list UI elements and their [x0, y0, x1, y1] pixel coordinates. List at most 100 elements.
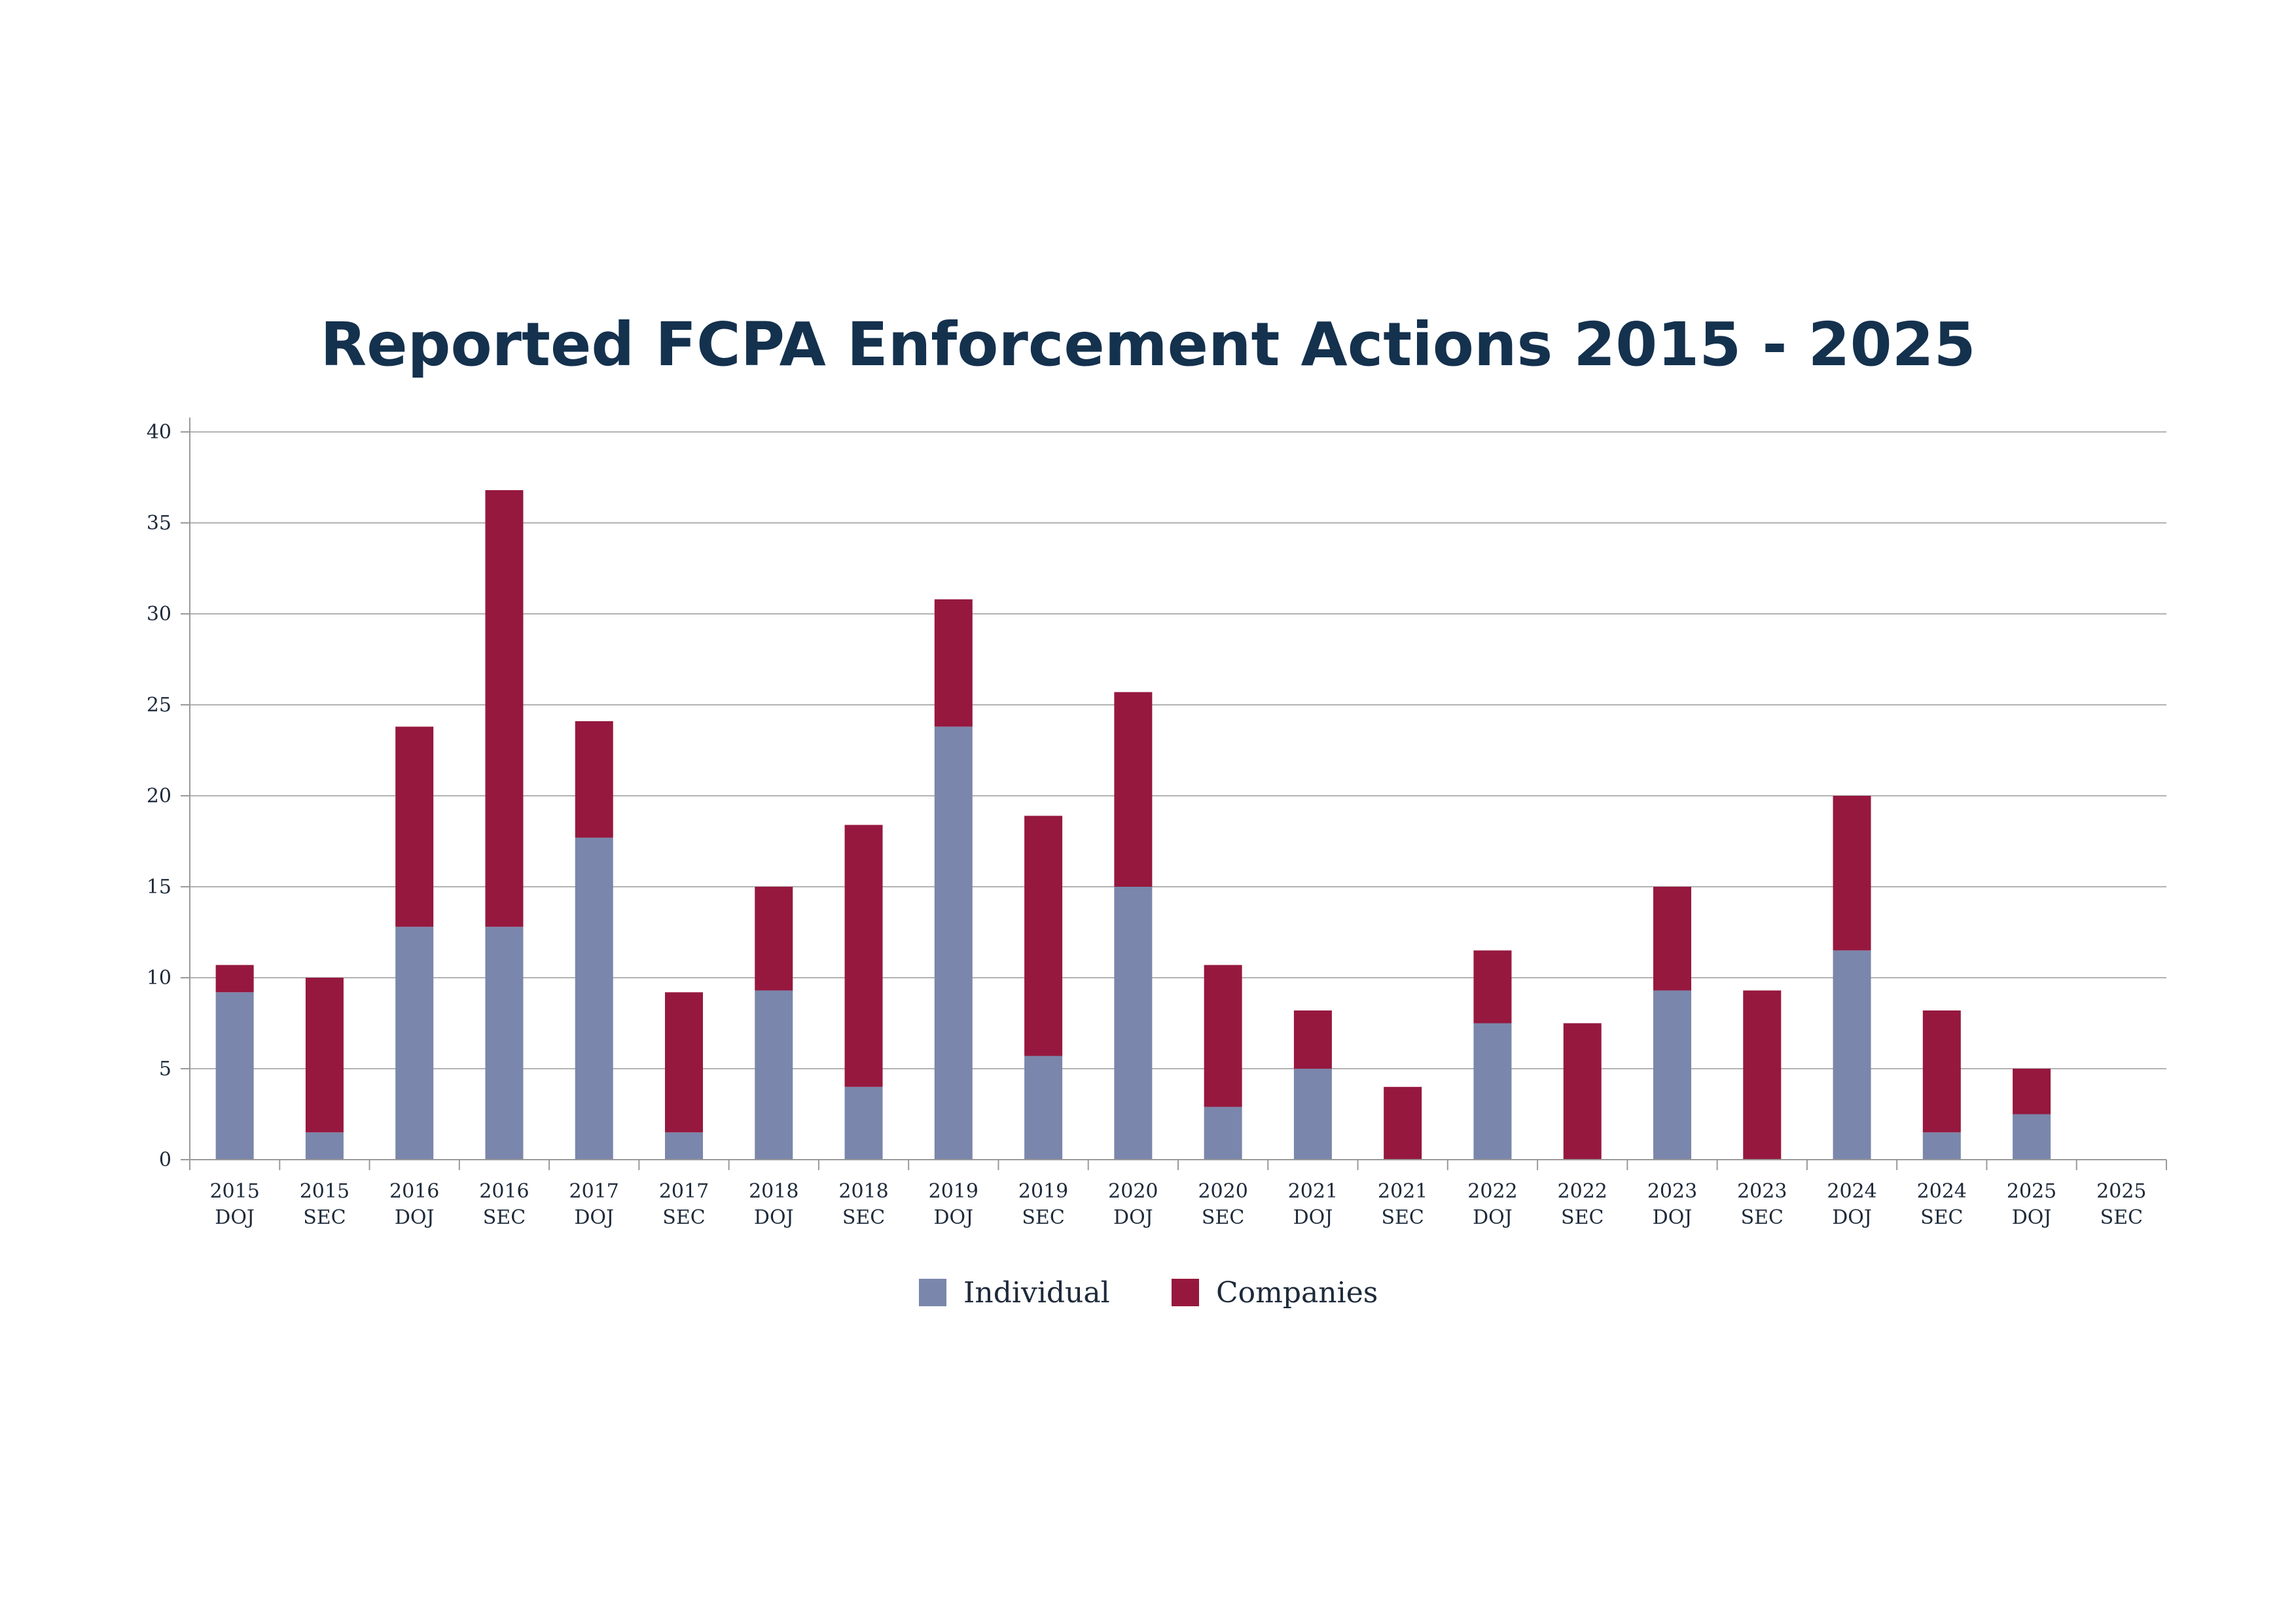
x-tick-label-year: 2015	[209, 1180, 259, 1203]
legend-label-companies: Companies	[1216, 1276, 1378, 1310]
x-tick-label-agency: SEC	[303, 1206, 346, 1229]
x-tick-label-agency: DOJ	[933, 1206, 973, 1229]
x-tick-label-year: 2016	[479, 1180, 529, 1203]
x-tick-label-agency: SEC	[1381, 1206, 1424, 1229]
x-tick-label-agency: SEC	[1561, 1206, 1604, 1229]
bar-individual-2024-doj	[1833, 950, 1871, 1160]
x-tick-label-year: 2016	[389, 1180, 439, 1203]
x-tick-label-year: 2023	[1647, 1180, 1697, 1203]
x-tick-label-agency: SEC	[1202, 1206, 1244, 1229]
x-tick-label-agency: SEC	[1741, 1206, 1784, 1229]
x-tick-label-agency: DOJ	[574, 1206, 614, 1229]
bar-individual-2019-doj	[934, 726, 973, 1160]
bar-individual-2023-doj	[1653, 990, 1691, 1160]
x-tick-label-year: 2021	[1378, 1180, 1427, 1203]
x-tick-label-year: 2022	[1558, 1180, 1607, 1203]
bars	[215, 490, 2051, 1160]
bar-individual-2022-doj	[1473, 1023, 1512, 1160]
x-tick-label-year: 2020	[1108, 1180, 1158, 1203]
x-tick-label-agency: DOJ	[754, 1206, 794, 1229]
bar-individual-2019-sec	[1024, 1056, 1063, 1160]
bar-individual-2018-sec	[844, 1086, 883, 1160]
bar-companies-2018-doj	[755, 887, 793, 991]
bar-individual-2015-doj	[215, 992, 254, 1160]
bar-companies-2023-sec	[1743, 990, 1782, 1160]
y-tick-label: 20	[147, 785, 171, 808]
bar-individual-2024-sec	[1922, 1132, 1961, 1160]
x-tick-label-agency: SEC	[1022, 1206, 1064, 1229]
x-tick-label-year: 2018	[749, 1180, 798, 1203]
y-tick-label: 40	[147, 421, 171, 444]
bar-individual-2021-doj	[1293, 1069, 1332, 1160]
x-tick-label-agency: DOJ	[395, 1206, 435, 1229]
bar-companies-2018-sec	[844, 825, 883, 1087]
bar-companies-2016-doj	[395, 726, 434, 927]
x-tick-label-year: 2020	[1198, 1180, 1247, 1203]
x-tick-label-year: 2023	[1737, 1180, 1787, 1203]
x-tick-label-agency: DOJ	[215, 1206, 255, 1229]
x-tick-label-agency: SEC	[662, 1206, 705, 1229]
x-tick-label-year: 2024	[1827, 1180, 1876, 1203]
bar-companies-2020-sec	[1204, 965, 1242, 1107]
legend-swatch-companies	[1172, 1279, 1199, 1306]
bar-companies-2015-sec	[305, 978, 344, 1133]
bar-companies-2019-sec	[1024, 815, 1063, 1056]
y-tick-label: 15	[147, 876, 171, 899]
bar-companies-2022-doj	[1473, 950, 1512, 1024]
x-tick-label-year: 2019	[1018, 1180, 1068, 1203]
bar-companies-2024-doj	[1833, 796, 1871, 951]
x-tick-label-agency: DOJ	[1653, 1206, 1693, 1229]
x-tick-label-agency: DOJ	[1832, 1206, 1872, 1229]
x-axis: 2015 DOJ 2015 SEC 2016 DOJ 2016 SEC 2017 DOJ 2017 S…	[189, 1159, 2167, 1229]
bar-companies-2015-doj	[215, 965, 254, 993]
legend-swatch-individual	[919, 1279, 946, 1306]
x-tick-label-agency: DOJ	[1113, 1206, 1153, 1229]
legend-label-individual: Individual	[963, 1276, 1110, 1310]
x-tick-label-agency: DOJ	[2012, 1206, 2052, 1229]
y-tick-label: 35	[147, 512, 171, 535]
x-tick-label-year: 2021	[1288, 1180, 1338, 1203]
x-tick-label-year: 2015	[300, 1180, 350, 1203]
bar-companies-2020-doj	[1114, 692, 1153, 887]
bar-companies-2022-sec	[1563, 1023, 1602, 1160]
bar-companies-2021-sec	[1384, 1086, 1422, 1160]
y-tick-label: 25	[147, 694, 171, 717]
bar-companies-2017-doj	[575, 721, 613, 838]
bar-companies-2019-doj	[934, 599, 973, 727]
bar-individual-2017-sec	[665, 1132, 703, 1160]
x-tick-label-agency: SEC	[842, 1206, 885, 1229]
x-tick-label-agency: SEC	[1920, 1206, 1963, 1229]
bar-individual-2016-doj	[395, 927, 434, 1160]
x-tick-label-agency: DOJ	[1473, 1206, 1513, 1229]
bar-individual-2017-doj	[575, 837, 613, 1160]
y-axis: 0 5 10 15 20 25 30 35 40	[147, 418, 190, 1171]
x-tick-label-agency: DOJ	[1293, 1206, 1333, 1229]
x-tick-label-year: 2017	[659, 1180, 709, 1203]
y-tick-label: 5	[159, 1058, 171, 1080]
x-tick-label-agency: SEC	[2100, 1206, 2143, 1229]
bar-individual-2016-sec	[485, 927, 524, 1160]
x-tick-label-year: 2022	[1467, 1180, 1517, 1203]
x-tick-label-year: 2025	[2096, 1180, 2146, 1203]
y-tick-label: 10	[147, 967, 171, 990]
y-tick-label: 0	[159, 1149, 171, 1171]
bar-companies-2023-doj	[1653, 887, 1691, 991]
bar-companies-2021-doj	[1293, 1010, 1332, 1069]
bar-companies-2017-sec	[665, 992, 703, 1133]
bar-individual-2025-doj	[2013, 1114, 2051, 1160]
bar-individual-2020-sec	[1204, 1107, 1242, 1160]
bar-companies-2016-sec	[485, 490, 524, 927]
x-tick-label-agency: SEC	[483, 1206, 526, 1229]
bar-companies-2024-sec	[1922, 1010, 1961, 1133]
chart-title: Reported FCPA Enforcement Actions 2015 -…	[320, 310, 1975, 380]
x-tick-label-year: 2025	[2007, 1180, 2056, 1203]
y-tick-label: 30	[147, 603, 171, 626]
x-tick-label-year: 2017	[569, 1180, 619, 1203]
x-tick-label-year: 2019	[929, 1180, 978, 1203]
bar-individual-2018-doj	[755, 990, 793, 1160]
bar-individual-2020-doj	[1114, 887, 1153, 1160]
legend: Individual Companies	[919, 1276, 1378, 1310]
bar-individual-2015-sec	[305, 1132, 344, 1160]
x-tick-label-year: 2024	[1917, 1180, 1967, 1203]
